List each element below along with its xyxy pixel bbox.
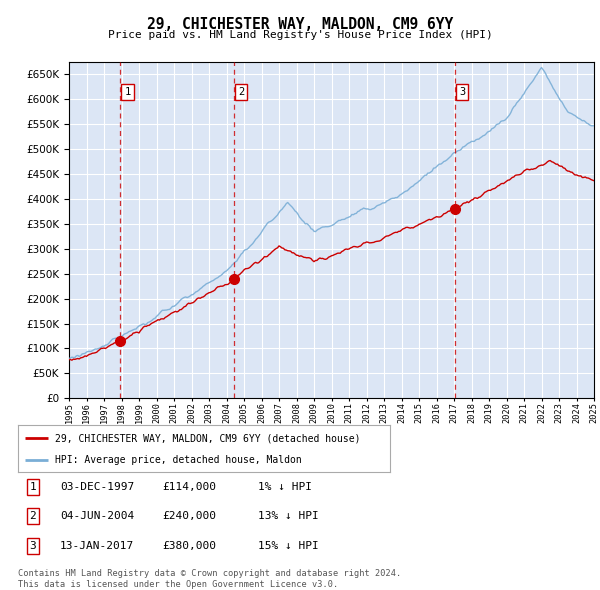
Text: HPI: Average price, detached house, Maldon: HPI: Average price, detached house, Mald… — [55, 455, 302, 465]
Text: 3: 3 — [29, 541, 37, 550]
Text: 1: 1 — [29, 482, 37, 491]
Text: 3: 3 — [459, 87, 465, 97]
Text: 03-DEC-1997: 03-DEC-1997 — [60, 482, 134, 491]
Text: 29, CHICHESTER WAY, MALDON, CM9 6YY: 29, CHICHESTER WAY, MALDON, CM9 6YY — [147, 17, 453, 31]
Text: 13-JAN-2017: 13-JAN-2017 — [60, 541, 134, 550]
Text: £240,000: £240,000 — [162, 512, 216, 521]
Text: £114,000: £114,000 — [162, 482, 216, 491]
Text: 1: 1 — [124, 87, 131, 97]
Text: Price paid vs. HM Land Registry's House Price Index (HPI): Price paid vs. HM Land Registry's House … — [107, 30, 493, 40]
Text: 29, CHICHESTER WAY, MALDON, CM9 6YY (detached house): 29, CHICHESTER WAY, MALDON, CM9 6YY (det… — [55, 433, 361, 443]
Text: £380,000: £380,000 — [162, 541, 216, 550]
Text: 13% ↓ HPI: 13% ↓ HPI — [258, 512, 319, 521]
Text: 2: 2 — [238, 87, 244, 97]
Text: Contains HM Land Registry data © Crown copyright and database right 2024.
This d: Contains HM Land Registry data © Crown c… — [18, 569, 401, 589]
Text: 1% ↓ HPI: 1% ↓ HPI — [258, 482, 312, 491]
Text: 2: 2 — [29, 512, 37, 521]
Text: 15% ↓ HPI: 15% ↓ HPI — [258, 541, 319, 550]
Text: 04-JUN-2004: 04-JUN-2004 — [60, 512, 134, 521]
